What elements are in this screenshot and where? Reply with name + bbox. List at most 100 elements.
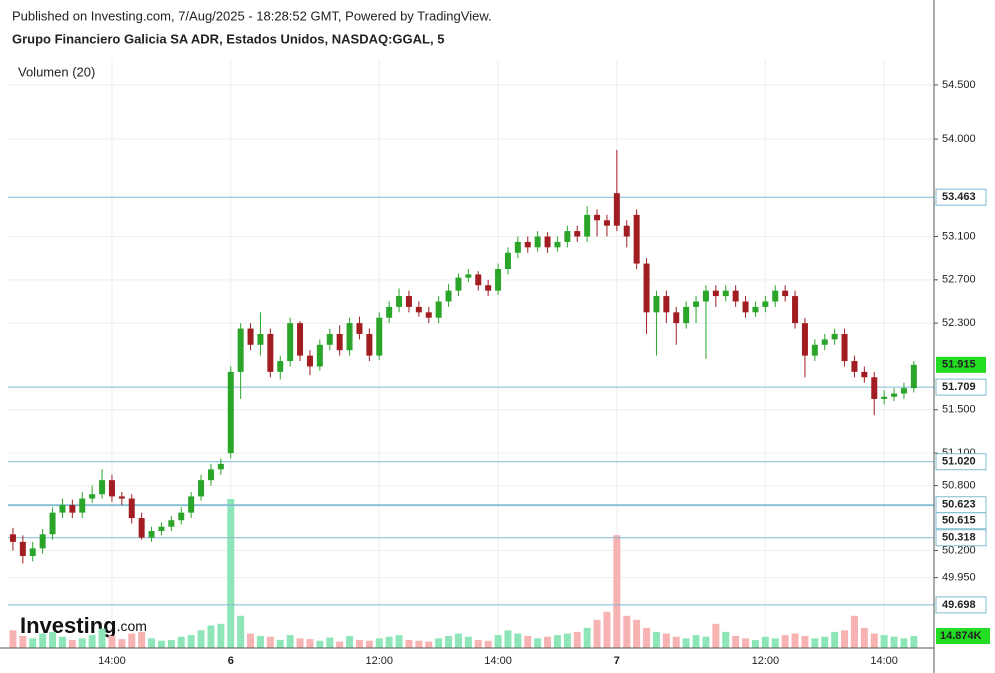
candle-body: [495, 268, 502, 291]
candle-body: [227, 371, 234, 454]
volume-bar: [623, 615, 631, 648]
candle-body: [237, 328, 244, 372]
candle-body: [762, 301, 769, 307]
volume-bar: [682, 638, 690, 648]
candle-body: [257, 333, 264, 345]
candle-body: [445, 290, 452, 302]
volume-bar: [49, 631, 57, 648]
last-price-box: [936, 356, 986, 373]
volume-bar: [544, 636, 552, 648]
volume-bar: [177, 636, 185, 648]
candle-body: [475, 274, 482, 286]
volume-bar: [900, 638, 908, 648]
candle-body: [584, 214, 591, 237]
candle-body: [39, 534, 46, 549]
volume-bar: [296, 638, 304, 648]
y-tick-label: 51.500: [942, 404, 976, 416]
candle-body: [89, 494, 96, 499]
candle-body: [99, 480, 106, 495]
price-line-label: 51.020: [942, 456, 976, 468]
candle-body: [693, 301, 700, 307]
volume-bar: [860, 627, 868, 648]
candle-body: [782, 290, 789, 297]
candle-body: [138, 518, 145, 538]
logo: Investing.com: [20, 613, 147, 638]
y-tick-label: 50.800: [942, 479, 976, 491]
price-line-label: 50.615: [942, 515, 976, 527]
volume-bar: [355, 639, 363, 648]
candle-body: [346, 323, 353, 351]
candle-body: [207, 469, 214, 481]
volume-bar: [415, 640, 423, 648]
volume-bar: [702, 636, 710, 648]
candle-body: [198, 480, 205, 497]
candle-body: [356, 323, 363, 334]
candle-body: [851, 361, 858, 372]
volume-bar: [78, 638, 86, 648]
volume-bar: [237, 615, 245, 648]
volume-bar: [514, 633, 522, 648]
volume-bar: [801, 635, 809, 648]
volume-bar: [454, 633, 462, 648]
candle-body: [316, 344, 323, 367]
volume-bar: [811, 638, 819, 648]
volume-bar: [662, 633, 670, 648]
candle-body: [277, 361, 284, 372]
price-line-label-box: [935, 596, 987, 614]
candle-body: [108, 480, 115, 497]
candle-body: [544, 236, 551, 248]
volume-bar: [375, 638, 383, 648]
volume-bar: [910, 636, 918, 648]
volume-bar: [365, 640, 373, 648]
candle-body: [396, 296, 403, 307]
volume-bar: [405, 639, 413, 648]
volume-bar: [157, 640, 165, 648]
candle-body: [534, 236, 541, 248]
candle-body: [514, 241, 521, 253]
volume-bar: [633, 619, 641, 648]
candle-body: [485, 285, 492, 291]
logo-suffix: .com: [117, 618, 147, 634]
y-tick-label: 52.300: [942, 317, 976, 329]
candle-body: [900, 388, 907, 394]
candle-body: [425, 312, 432, 318]
candle-body: [435, 301, 442, 318]
price-line-label: 53.463: [942, 191, 976, 203]
volume-bar: [435, 638, 443, 648]
candle-body: [643, 263, 650, 313]
candle-body: [504, 252, 511, 269]
publish-header: Published on Investing.com, 7/Aug/2025 -…: [12, 8, 492, 23]
volume-bar: [445, 635, 453, 648]
volume-bar: [850, 615, 858, 648]
candle-body: [623, 225, 630, 237]
candle-body: [415, 306, 422, 313]
volume-bar: [722, 631, 730, 648]
y-tick-label: 50.200: [942, 544, 976, 556]
volume-bar: [524, 635, 532, 648]
candle-body: [702, 290, 709, 302]
y-tick-label: 49.950: [942, 572, 976, 584]
candle-body: [891, 393, 898, 397]
candle-body: [633, 214, 640, 264]
x-tick-label: 14:00: [484, 655, 512, 667]
volume-bar: [9, 630, 17, 648]
candle-body: [821, 339, 828, 345]
volume-bar: [742, 638, 750, 648]
volume-bar: [227, 498, 235, 648]
candle-body: [663, 296, 670, 313]
candle-body: [653, 296, 660, 313]
chart-title: Grupo Financiero Galicia SA ADR, Estados…: [12, 31, 444, 46]
volume-bar: [484, 640, 492, 648]
price-line-label: 49.698: [942, 599, 976, 611]
candle-body: [841, 333, 848, 362]
volume-bar: [751, 639, 759, 648]
volume-bar: [395, 635, 403, 648]
x-tick-label: 14:00: [98, 655, 126, 667]
volume-bar: [266, 636, 274, 648]
volume-bar: [870, 633, 878, 648]
candle-body: [118, 496, 125, 499]
volume-bar: [108, 635, 116, 648]
candle-body: [910, 364, 917, 389]
candle-body: [801, 323, 808, 356]
candle-body: [247, 328, 254, 345]
